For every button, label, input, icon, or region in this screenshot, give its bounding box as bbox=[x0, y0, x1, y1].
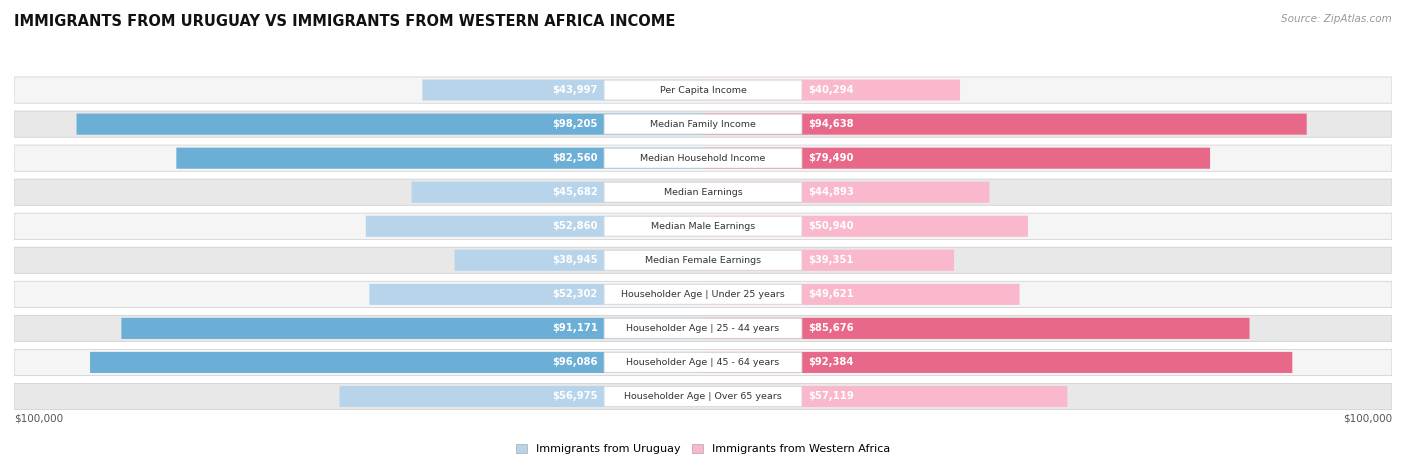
FancyBboxPatch shape bbox=[605, 216, 801, 236]
FancyBboxPatch shape bbox=[605, 284, 801, 304]
Text: $82,560: $82,560 bbox=[553, 153, 598, 163]
FancyBboxPatch shape bbox=[703, 182, 990, 203]
Text: $50,940: $50,940 bbox=[808, 221, 853, 231]
Text: Median Household Income: Median Household Income bbox=[640, 154, 766, 163]
FancyBboxPatch shape bbox=[14, 111, 1392, 137]
FancyBboxPatch shape bbox=[14, 315, 1392, 341]
Text: Householder Age | Under 25 years: Householder Age | Under 25 years bbox=[621, 290, 785, 299]
FancyBboxPatch shape bbox=[14, 179, 1392, 205]
FancyBboxPatch shape bbox=[121, 318, 703, 339]
FancyBboxPatch shape bbox=[454, 250, 703, 271]
Text: $56,975: $56,975 bbox=[553, 391, 598, 402]
Text: IMMIGRANTS FROM URUGUAY VS IMMIGRANTS FROM WESTERN AFRICA INCOME: IMMIGRANTS FROM URUGUAY VS IMMIGRANTS FR… bbox=[14, 14, 675, 29]
Legend: Immigrants from Uruguay, Immigrants from Western Africa: Immigrants from Uruguay, Immigrants from… bbox=[512, 439, 894, 459]
Text: $98,205: $98,205 bbox=[553, 119, 598, 129]
FancyBboxPatch shape bbox=[370, 284, 703, 305]
Text: $100,000: $100,000 bbox=[14, 414, 63, 424]
FancyBboxPatch shape bbox=[14, 349, 1392, 375]
FancyBboxPatch shape bbox=[422, 79, 703, 100]
Text: $100,000: $100,000 bbox=[1343, 414, 1392, 424]
FancyBboxPatch shape bbox=[605, 250, 801, 270]
Text: $45,682: $45,682 bbox=[553, 187, 598, 197]
FancyBboxPatch shape bbox=[76, 113, 703, 134]
FancyBboxPatch shape bbox=[605, 318, 801, 338]
FancyBboxPatch shape bbox=[90, 352, 703, 373]
Text: Source: ZipAtlas.com: Source: ZipAtlas.com bbox=[1281, 14, 1392, 24]
FancyBboxPatch shape bbox=[703, 113, 1306, 134]
Text: $57,119: $57,119 bbox=[808, 391, 853, 402]
FancyBboxPatch shape bbox=[14, 247, 1392, 273]
FancyBboxPatch shape bbox=[703, 79, 960, 100]
Text: $38,945: $38,945 bbox=[553, 255, 598, 265]
Text: $39,351: $39,351 bbox=[808, 255, 853, 265]
Text: $79,490: $79,490 bbox=[808, 153, 853, 163]
Text: Median Male Earnings: Median Male Earnings bbox=[651, 222, 755, 231]
Text: Householder Age | 45 - 64 years: Householder Age | 45 - 64 years bbox=[627, 358, 779, 367]
Text: $94,638: $94,638 bbox=[808, 119, 853, 129]
FancyBboxPatch shape bbox=[14, 213, 1392, 240]
FancyBboxPatch shape bbox=[14, 77, 1392, 103]
Text: Householder Age | Over 65 years: Householder Age | Over 65 years bbox=[624, 392, 782, 401]
Text: $52,860: $52,860 bbox=[553, 221, 598, 231]
FancyBboxPatch shape bbox=[703, 148, 1211, 169]
FancyBboxPatch shape bbox=[366, 216, 703, 237]
Text: $52,302: $52,302 bbox=[553, 290, 598, 299]
Text: Median Earnings: Median Earnings bbox=[664, 188, 742, 197]
FancyBboxPatch shape bbox=[605, 114, 801, 134]
FancyBboxPatch shape bbox=[703, 216, 1028, 237]
FancyBboxPatch shape bbox=[703, 386, 1067, 407]
FancyBboxPatch shape bbox=[14, 281, 1392, 307]
Text: Per Capita Income: Per Capita Income bbox=[659, 85, 747, 95]
Text: $92,384: $92,384 bbox=[808, 357, 853, 368]
Text: $43,997: $43,997 bbox=[553, 85, 598, 95]
FancyBboxPatch shape bbox=[703, 250, 955, 271]
Text: $96,086: $96,086 bbox=[553, 357, 598, 368]
Text: $91,171: $91,171 bbox=[553, 323, 598, 333]
FancyBboxPatch shape bbox=[703, 318, 1250, 339]
FancyBboxPatch shape bbox=[605, 387, 801, 406]
FancyBboxPatch shape bbox=[605, 182, 801, 202]
Text: Median Family Income: Median Family Income bbox=[650, 120, 756, 128]
FancyBboxPatch shape bbox=[605, 149, 801, 168]
FancyBboxPatch shape bbox=[340, 386, 703, 407]
Text: $44,893: $44,893 bbox=[808, 187, 853, 197]
Text: Householder Age | 25 - 44 years: Householder Age | 25 - 44 years bbox=[627, 324, 779, 333]
FancyBboxPatch shape bbox=[412, 182, 703, 203]
Text: $40,294: $40,294 bbox=[808, 85, 853, 95]
FancyBboxPatch shape bbox=[605, 353, 801, 372]
Text: $49,621: $49,621 bbox=[808, 290, 853, 299]
FancyBboxPatch shape bbox=[14, 145, 1392, 171]
FancyBboxPatch shape bbox=[605, 80, 801, 100]
FancyBboxPatch shape bbox=[176, 148, 703, 169]
FancyBboxPatch shape bbox=[703, 284, 1019, 305]
FancyBboxPatch shape bbox=[703, 352, 1292, 373]
Text: $85,676: $85,676 bbox=[808, 323, 853, 333]
FancyBboxPatch shape bbox=[14, 383, 1392, 410]
Text: Median Female Earnings: Median Female Earnings bbox=[645, 256, 761, 265]
